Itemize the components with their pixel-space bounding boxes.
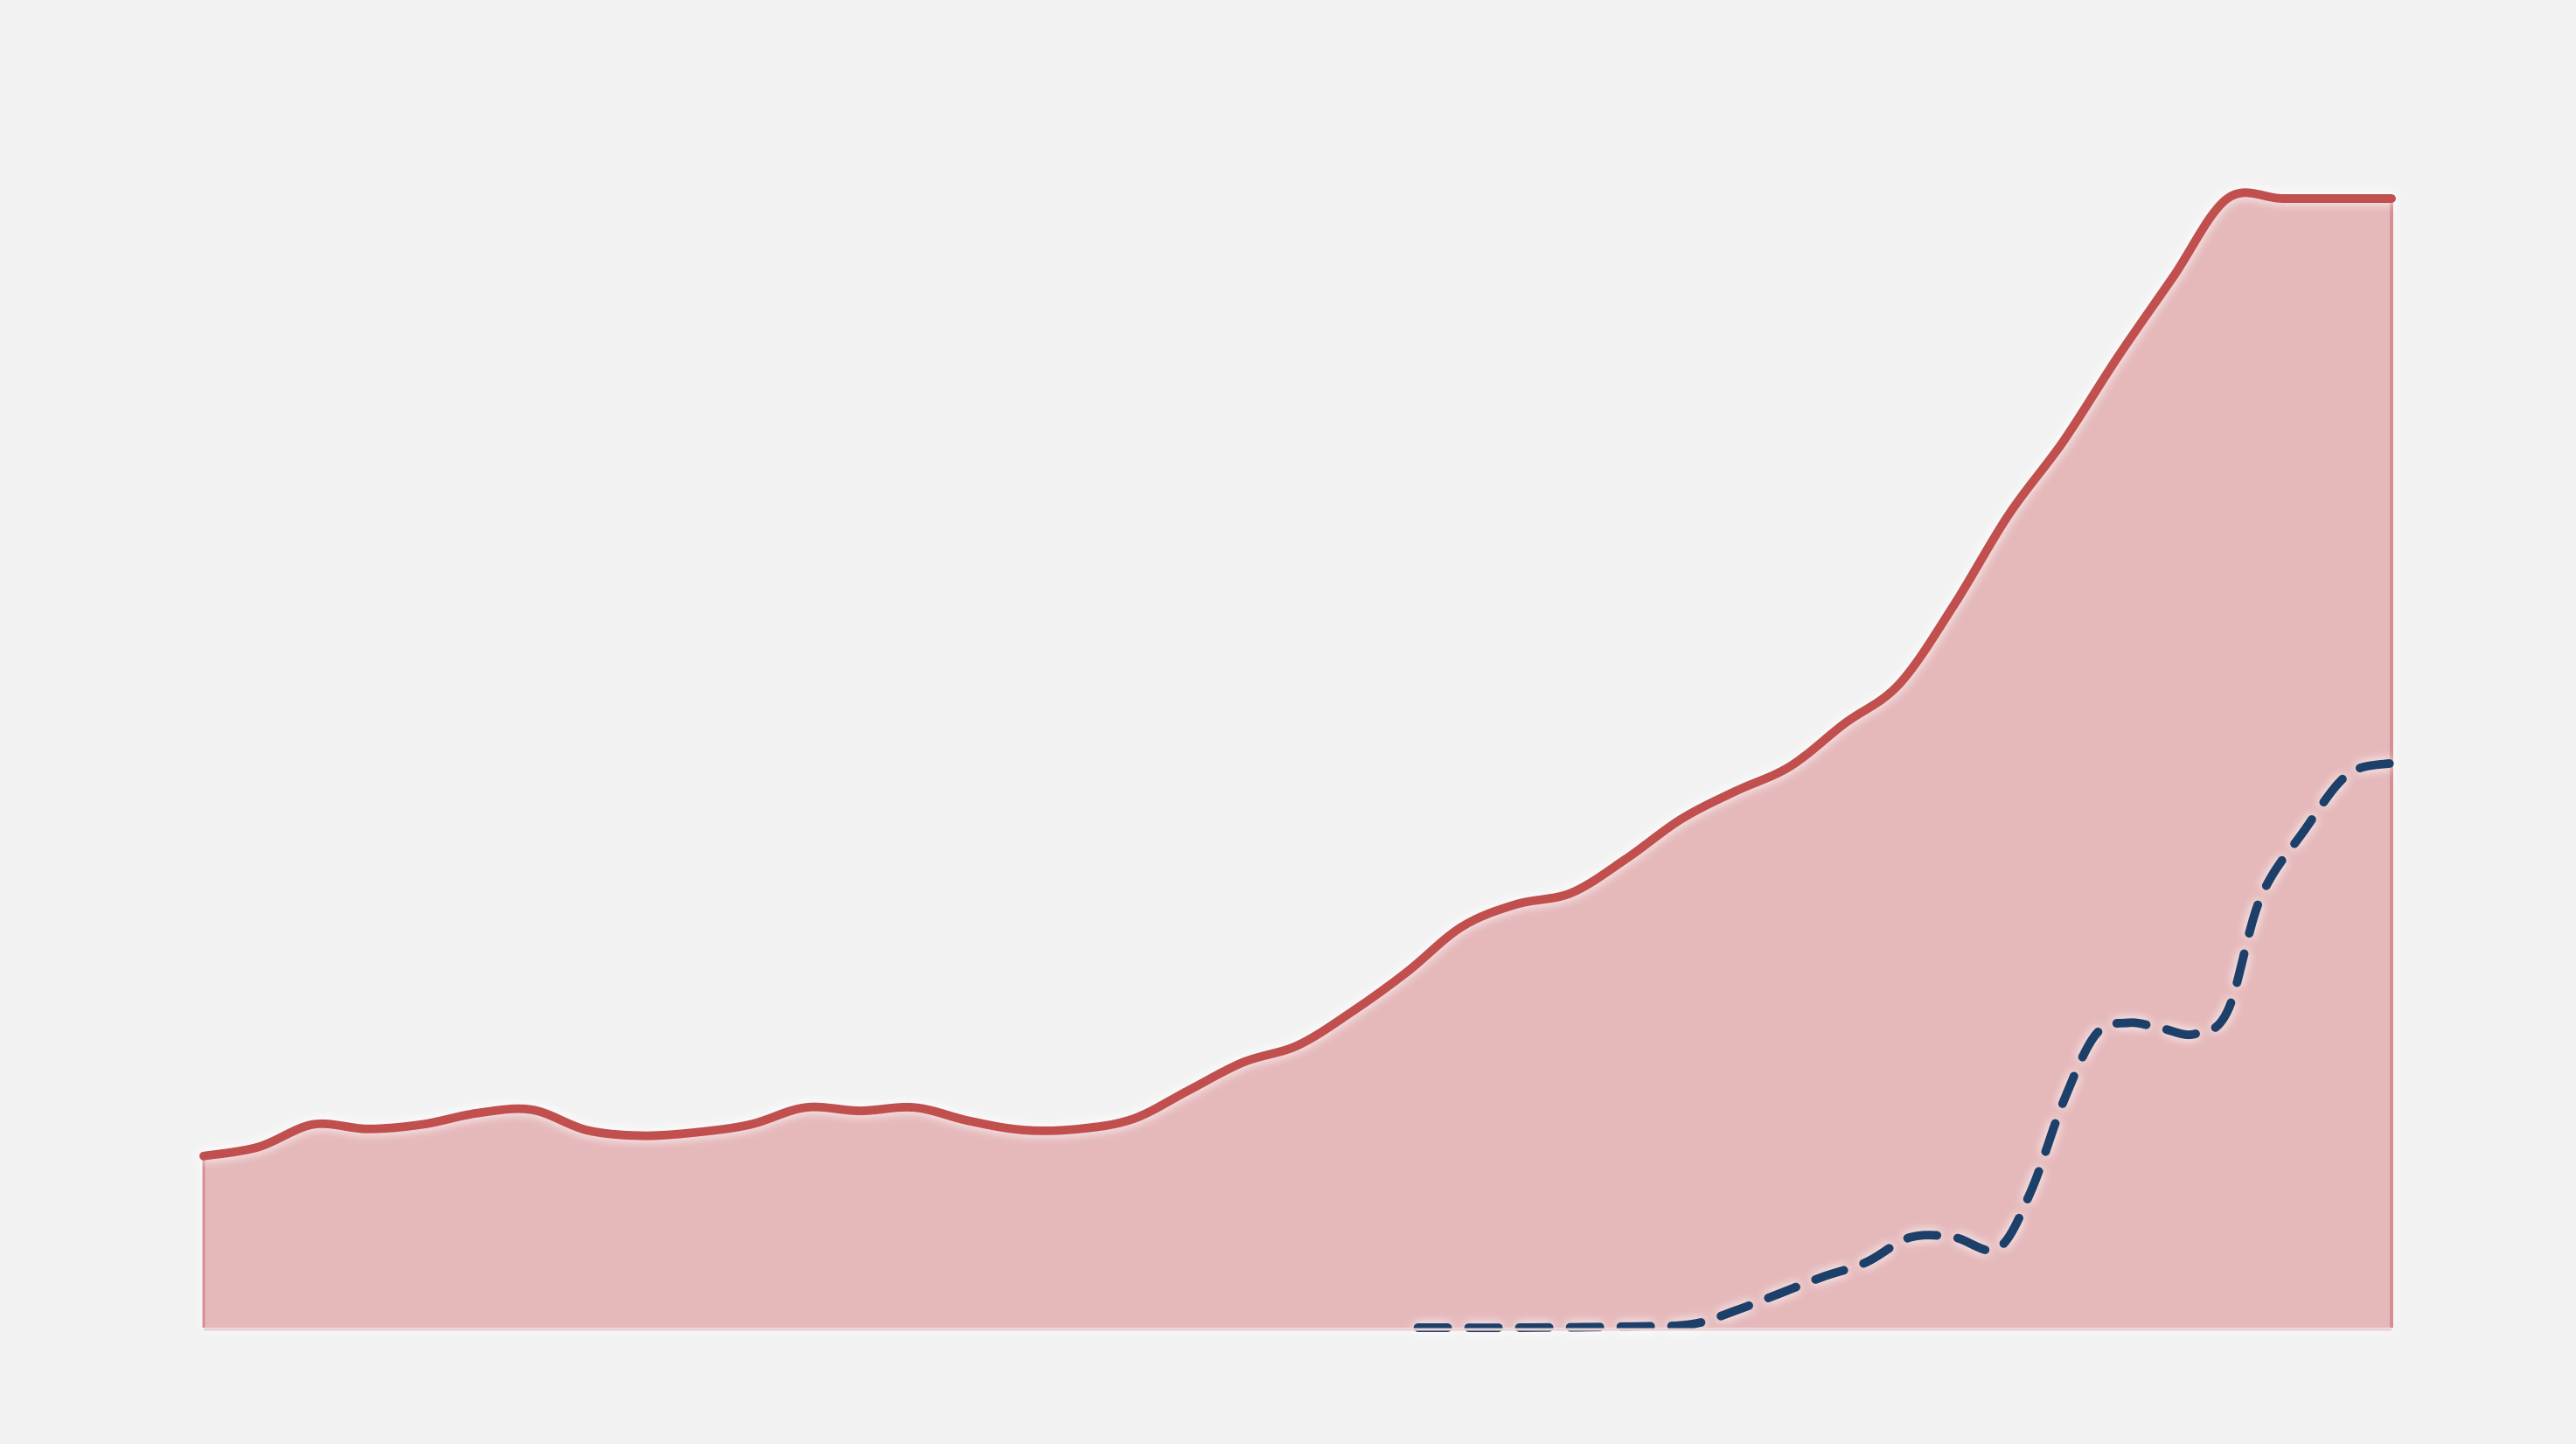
plot-area	[199, 188, 2396, 1333]
series-1-line	[1413, 758, 2396, 1333]
series-0-line	[199, 188, 2396, 1161]
series-0-area	[204, 192, 2392, 1329]
